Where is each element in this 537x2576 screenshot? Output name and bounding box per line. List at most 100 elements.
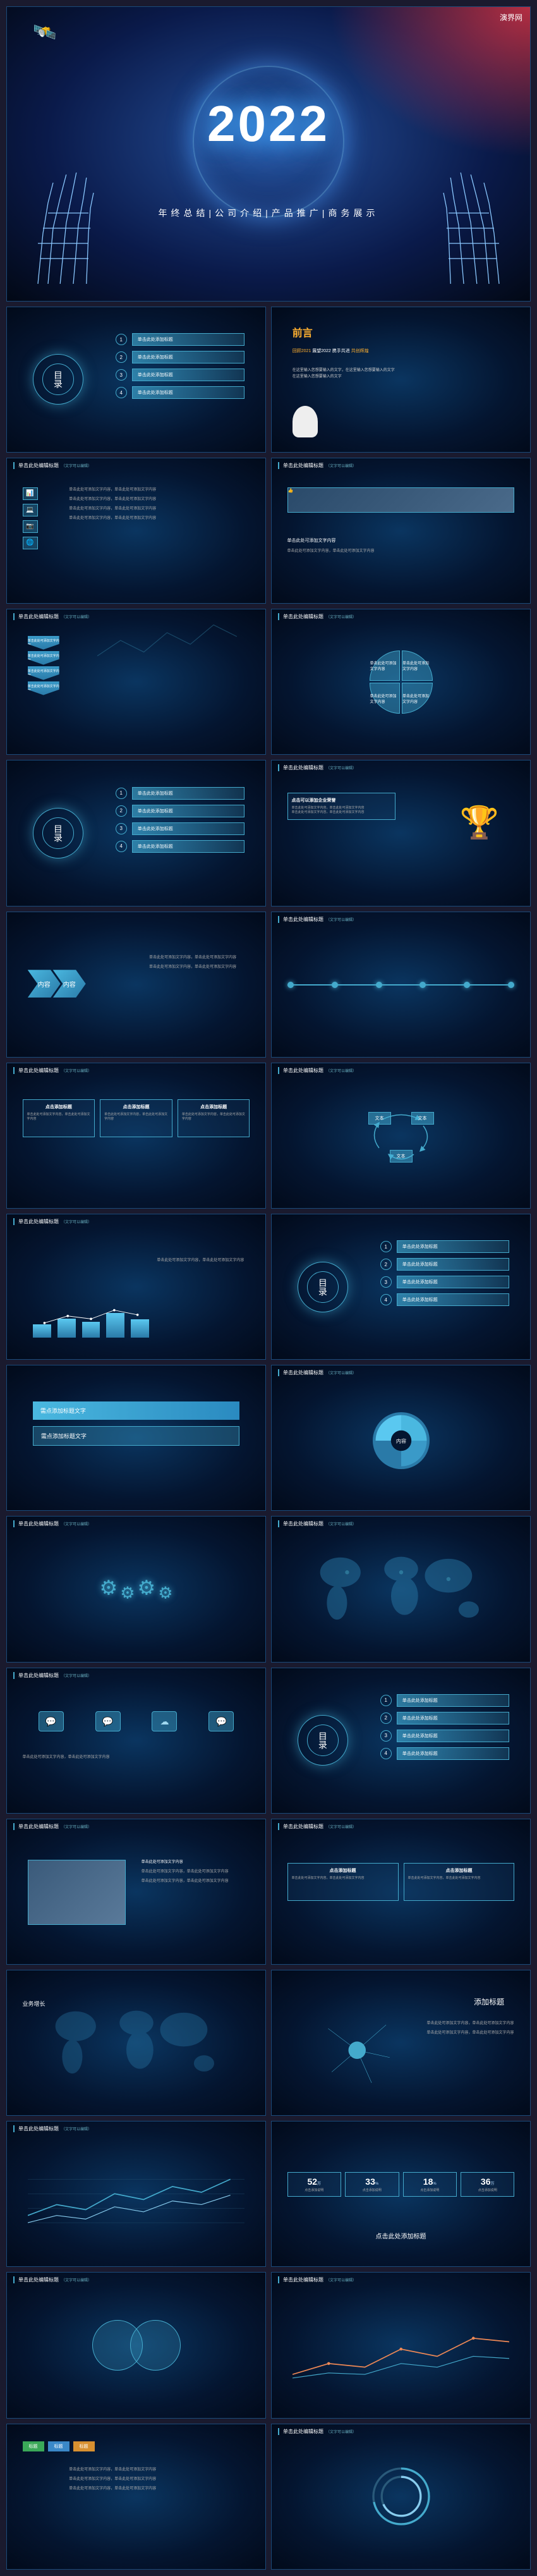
gear-icon: ⚙	[158, 1583, 172, 1602]
photo	[28, 1860, 126, 1925]
text-block: 单击此处可添加文字内容，单击此处可添加文字内容单击此处可添加文字内容，单击此处可…	[69, 487, 250, 525]
stat-box: 52万点击添加说明	[287, 2172, 341, 2197]
toc-item[interactable]: 4单击此处添加标题	[380, 1293, 510, 1306]
toc-list: 1单击此处添加标题 2单击此处添加标题 3单击此处添加标题 4单击此处添加标题	[116, 333, 245, 399]
toc-circle: 目录	[33, 354, 83, 405]
ring-chart	[366, 2462, 436, 2531]
toc-list: 1单击此处添加标题 2单击此处添加标题 3单击此处添加标题 4单击此处添加标题	[380, 1240, 510, 1306]
toc-list: 1单击此处添加标题 2单击此处添加标题 3单击此处添加标题 4单击此处添加标题	[380, 1694, 510, 1760]
world-map	[298, 1539, 504, 1640]
quad-cell: 单击此处可添加文字内容	[402, 650, 433, 681]
add-title: 添加标题	[474, 1996, 504, 2007]
bar	[57, 1319, 76, 1338]
two-box-slide: 单击此处编辑标题（文字可以编辑） 点击添加标题单击此处可添加文字内容，单击此处可…	[271, 1819, 531, 1965]
gear-icon: ⚙	[120, 1583, 135, 1602]
bar	[131, 1319, 149, 1338]
toc-item[interactable]: 2单击此处添加标题	[116, 805, 245, 817]
tag: 标题	[48, 2441, 69, 2451]
honor-slide: 单击此处编辑标题（文字可以编辑） 点击可以添加企业荣誉 单击此处可添加文字内容，…	[271, 760, 531, 906]
toc-item[interactable]: 4单击此处添加标题	[116, 840, 245, 853]
bar	[33, 1324, 51, 1338]
toc-item[interactable]: 2单击此处添加标题	[116, 351, 245, 363]
toc-text: 单击此处添加标题	[132, 333, 245, 346]
text-block: 单击此处可添加文字内容，单击此处可添加文字内容	[23, 1755, 250, 1764]
gear-icon: ⚙	[100, 1575, 118, 1602]
line-chart-slide: 单击此处编辑标题（文字可以编辑）	[6, 2121, 266, 2267]
slide-title: 单击此处编辑标题（文字可以编辑）	[278, 2276, 356, 2283]
quad-cell: 单击此处可添加文字内容	[370, 650, 401, 681]
slide-title: 单击此处编辑标题（文字可以编辑）	[278, 1369, 356, 1376]
col-box: 点击添加标题单击此处可添加文字内容，单击此处可添加文字内容	[23, 1099, 95, 1137]
toc-item[interactable]: 2单击此处添加标题	[380, 1712, 510, 1724]
chart-line	[97, 609, 252, 687]
slide-title: 单击此处编辑标题（文字可以编辑）	[13, 2125, 92, 2132]
toc-item[interactable]: 4单击此处添加标题	[116, 386, 245, 399]
toc-item[interactable]: 3单击此处添加标题	[380, 1730, 510, 1742]
text-block: 单击此处可添加文字内容，单击此处可添加文字内容	[157, 1258, 250, 1267]
chevron-down-icon: 单击此处可添加文字内容	[28, 666, 59, 680]
tag: 标题	[73, 2441, 95, 2451]
stats-slide: 52万点击添加说明 33%点击添加说明 18%点击添加说明 36万点击添加说明 …	[271, 2121, 531, 2267]
toc-item[interactable]: 1单击此处添加标题	[116, 787, 245, 800]
col-box: 点击添加标题单击此处可添加文字内容，单击此处可添加文字内容	[178, 1099, 250, 1137]
bar	[106, 1313, 124, 1338]
banner-slide: 需点添加标题文字 需点添加标题文字	[6, 1365, 266, 1511]
toc-item[interactable]: 3单击此处添加标题	[116, 822, 245, 835]
honor-box: 点击可以添加企业荣誉 单击此处可添加文字内容，单击此处可添加文字内容单击此处可添…	[287, 793, 396, 820]
toc-item[interactable]: 2单击此处添加标题	[380, 1258, 510, 1271]
quad-slide: 单击此处编辑标题（文字可以编辑） 单击此处可添加文字内容 单击此处可添加文字内容…	[271, 609, 531, 755]
timeline-dot	[376, 982, 382, 988]
satellite-icon: 🛰️	[33, 21, 56, 44]
toc-list: 1单击此处添加标题 2单击此处添加标题 3单击此处添加标题 4单击此处添加标题	[116, 787, 245, 853]
wireframe-hand-left	[18, 160, 119, 286]
two-banner: 需点添加标题文字 需点添加标题文字	[33, 1401, 239, 1446]
toc-item[interactable]: 3单击此处添加标题	[116, 369, 245, 381]
slide-title: 单击此处编辑标题（文字可以编辑）	[13, 1823, 92, 1830]
tags-slide: 标题 标题 标题 单击此处可添加文字内容，单击此处可添加文字内容单击此处可添加文…	[6, 2424, 266, 2570]
preface-title: 前言	[293, 324, 313, 339]
add-title-slide: 添加标题 单击此处可添加文字内容，单击此处可添加文字内容单击此处可添加文字内容，…	[271, 1970, 531, 2116]
stat-box: 36万点击添加说明	[461, 2172, 514, 2197]
toc-item[interactable]: 3单击此处添加标题	[380, 1276, 510, 1288]
toc-item[interactable]: 1单击此处添加标题	[380, 1694, 510, 1707]
toc-item[interactable]: 1单击此处添加标题	[380, 1240, 510, 1253]
photo: 👍	[287, 487, 515, 513]
timeline-slide: 单击此处编辑标题（文字可以编辑）	[271, 912, 531, 1058]
toc-num: 2	[116, 351, 127, 363]
photo-text-slide: 单击此处编辑标题（文字可以编辑） 单击此处可添加文字内容单击此处可添加文字内容，…	[6, 1819, 266, 1965]
slide-title: 单击此处编辑标题（文字可以编辑）	[278, 916, 356, 923]
radial-graphic	[293, 2014, 422, 2087]
honor-title: 点击可以添加企业荣誉	[292, 797, 392, 803]
quad-cell: 单击此处可添加文字内容	[402, 683, 433, 714]
globe-icon: 🌐	[23, 537, 38, 549]
big-arrows: 内容 内容	[28, 970, 78, 998]
banner: 需点添加标题文字	[33, 1401, 239, 1420]
toc-circle: 目录	[33, 808, 83, 858]
arrow-right-icon: 内容	[28, 970, 61, 998]
three-col-slide: 单击此处编辑标题（文字可以编辑） 点击添加标题单击此处可添加文字内容，单击此处可…	[6, 1063, 266, 1209]
toc-slide-3: 目录 1单击此处添加标题 2单击此处添加标题 3单击此处添加标题 4单击此处添加…	[271, 1214, 531, 1360]
preface-body: 在这里输入您想要输入的文字，在这里输入您想要输入的文字 在这里输入您想要输入的文…	[293, 368, 510, 380]
preface-slide: 前言 回顾2021 展望2022 携手共进 共创辉煌 在这里输入您想要输入的文字…	[271, 307, 531, 453]
col-box: 点击添加标题单击此处可添加文字内容，单击此处可添加文字内容	[287, 1863, 399, 1901]
timeline-dot	[464, 982, 470, 988]
slide-title: 单击此处编辑标题（文字可以编辑）	[13, 2276, 92, 2283]
line-chart	[28, 2158, 245, 2245]
trend-slide: 单击此处编辑标题（文字可以编辑）	[271, 2272, 531, 2418]
toc-item[interactable]: 1单击此处添加标题	[116, 333, 245, 346]
trend-chart	[293, 2309, 510, 2396]
big-arrows-slide: 内容 内容 单击此处可添加文字内容，单击此处可添加文字内容单击此处可添加文字内容…	[6, 912, 266, 1058]
bar	[82, 1322, 100, 1338]
toc-item[interactable]: 4单击此处添加标题	[380, 1747, 510, 1760]
text-block: 单击此处可添加文字内容，单击此处可添加文字内容单击此处可添加文字内容，单击此处可…	[426, 2021, 514, 2040]
slide-title: 单击此处编辑标题（文字可以编辑）	[278, 2428, 356, 2435]
arrows-slide: 单击此处编辑标题（文字可以编辑） 单击此处可添加文字内容 单击此处可添加文字内容…	[6, 609, 266, 755]
laptop-icon: 💻	[23, 504, 38, 516]
stat-box: 18%点击添加说明	[403, 2172, 457, 2197]
slide-title: 单击此处编辑标题（文字可以编辑）	[278, 1823, 356, 1830]
text-block: 单击此处可添加文字内容单击此处可添加文字内容，单击此处可添加文字内容单击此处可添…	[142, 1860, 250, 1888]
cover-subtitle: 年终总结|公司介绍|产品推广|商务展示	[159, 207, 379, 219]
icon-list-slide: 单击此处编辑标题（文字可以编辑） 📊 💻 📷 🌐 单击此处可添加文字内容，单击此…	[6, 458, 266, 604]
pie-chart: 内容	[373, 1412, 430, 1469]
slide-title: 单击此处编辑标题（文字可以编辑）	[13, 1520, 92, 1527]
